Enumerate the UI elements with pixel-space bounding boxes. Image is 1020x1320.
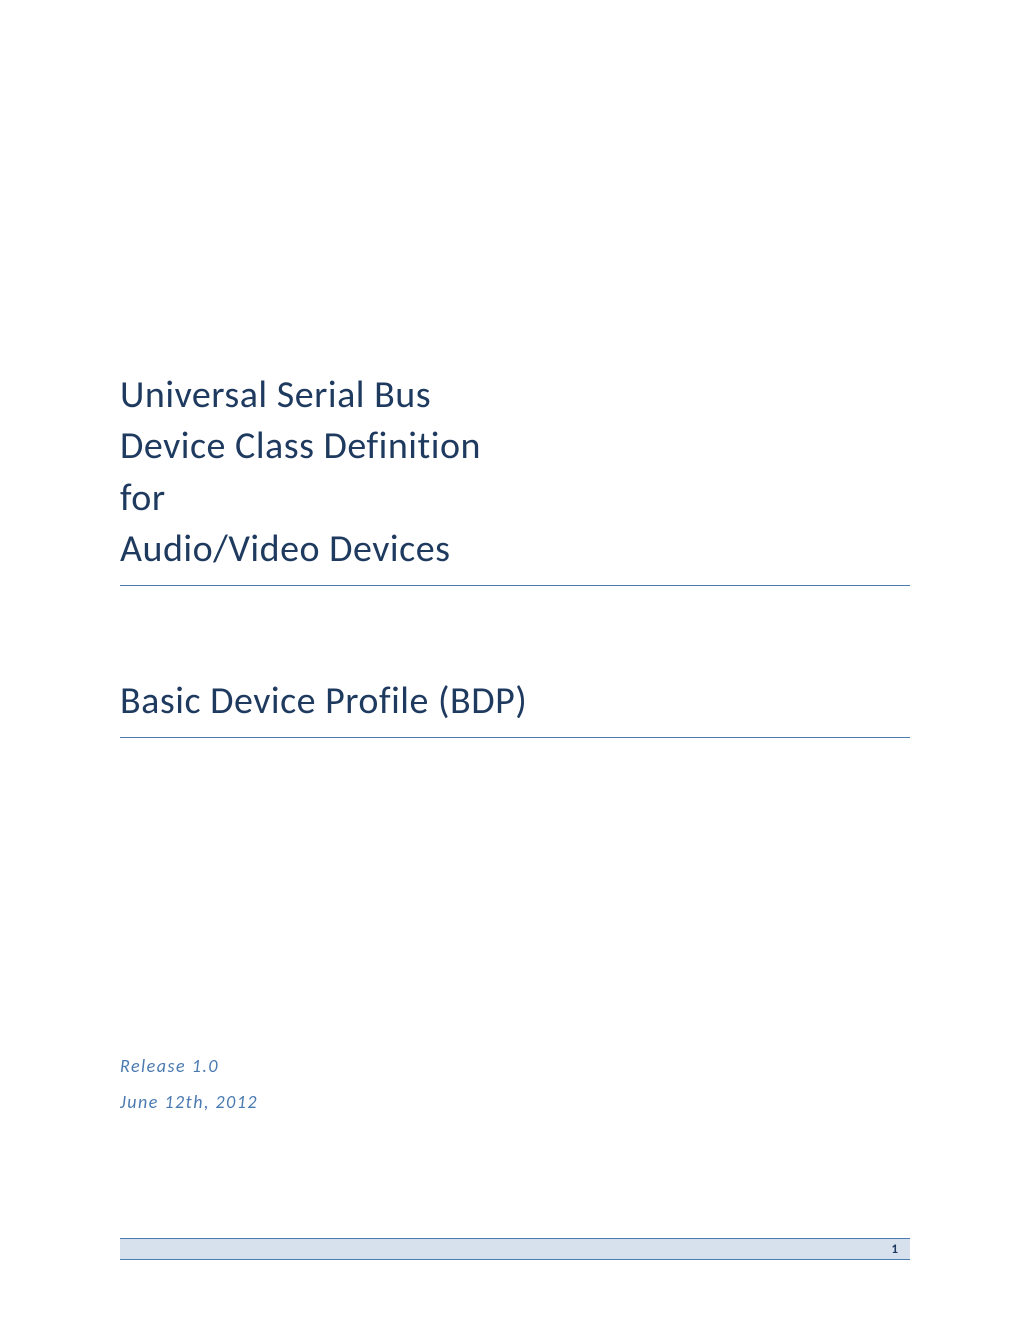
subtitle-block: Basic Device Profile (BDP) <box>120 676 910 738</box>
footer-bar: 1 <box>120 1238 910 1260</box>
title-line-3: for <box>120 473 910 524</box>
title-line-4: Audio/Video Devices <box>120 524 910 575</box>
subtitle-line: Basic Device Profile (BDP) <box>120 676 910 727</box>
title-line-2: Device Class Definition <box>120 421 910 472</box>
title-line-1: Universal Serial Bus <box>120 370 910 421</box>
release-date: June 12th, 2012 <box>120 1084 910 1120</box>
title-block: Universal Serial Bus Device Class Defini… <box>120 370 910 586</box>
page-number: 1 <box>891 1242 898 1257</box>
release-version: Release 1.0 <box>120 1048 910 1084</box>
subtitle-underline-rule <box>120 737 910 738</box>
document-page: Universal Serial Bus Device Class Defini… <box>0 0 1020 1320</box>
release-info-block: Release 1.0 June 12th, 2012 <box>120 1048 910 1120</box>
page-footer: 1 <box>120 1238 910 1260</box>
title-underline-rule <box>120 585 910 586</box>
